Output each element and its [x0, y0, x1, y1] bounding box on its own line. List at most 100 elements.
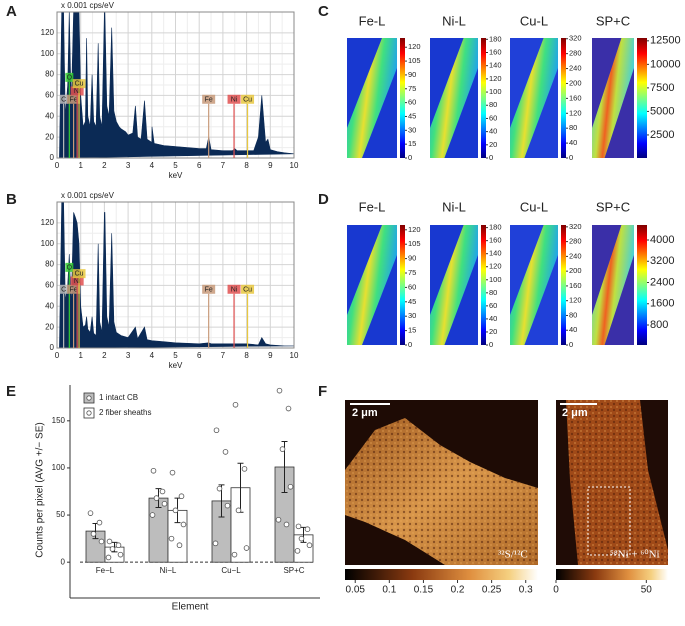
element-label: O — [67, 74, 73, 81]
x-tick-label: Fe−L — [96, 566, 115, 575]
colorbar-label: 30 — [408, 125, 416, 134]
colorbar — [637, 38, 647, 158]
y-tick-label: 50 — [56, 510, 65, 519]
element-label: Cu — [75, 81, 84, 88]
colorbar-label: 1600 — [650, 298, 674, 310]
x-tick-label: 7 — [221, 161, 226, 170]
y-tick-label: 60 — [45, 91, 54, 100]
colorbar-label: 80 — [489, 100, 497, 109]
colorbar-label: 12500 — [650, 35, 681, 47]
x-tick-label: 10 — [290, 351, 299, 360]
plot-frame — [56, 201, 295, 349]
data-point — [161, 500, 168, 507]
element-label: O — [67, 264, 73, 271]
x-tick-label: 2 — [102, 161, 107, 170]
colorbar-label: 40 — [569, 325, 577, 334]
legend-label: 2 fiber sheaths — [99, 408, 151, 417]
data-point — [169, 469, 176, 476]
x-tick-label: SP+C — [283, 566, 304, 575]
cell-texture — [566, 400, 668, 565]
colorbar — [556, 569, 668, 580]
x-tick-label: Ni−L — [160, 566, 177, 575]
colorbar-label: 80 — [489, 288, 497, 297]
x-tick-label: 0 — [55, 161, 60, 170]
x-tick-label: 0 — [55, 351, 60, 360]
y-tick-label: 120 — [41, 28, 55, 37]
colorbar-label: 0 — [569, 340, 573, 349]
panel-label: E — [6, 383, 16, 400]
data-point — [243, 545, 250, 551]
element-box — [67, 94, 81, 104]
element-label: Cu — [243, 286, 252, 293]
map-band — [592, 225, 634, 345]
colorbar-label: 0.2 — [451, 585, 465, 596]
colorbar-label: 240 — [569, 251, 582, 260]
data-point — [115, 542, 122, 549]
colorbar-label: 180 — [489, 34, 502, 43]
colorbar-label: 2400 — [650, 276, 674, 288]
y-tick-label: 120 — [41, 218, 55, 227]
colorbar-label: 0.1 — [382, 585, 396, 596]
colorbar-label: 80 — [569, 310, 577, 319]
map-band — [510, 225, 558, 345]
colorbar-label: 0 — [489, 153, 493, 162]
colorbar-label: 60 — [489, 301, 497, 310]
colorbar-label: 800 — [650, 319, 668, 331]
element-box — [202, 284, 216, 294]
element-label: Fe — [70, 96, 78, 103]
data-point — [287, 483, 294, 490]
colorbar-label: 45 — [408, 111, 416, 120]
data-point — [172, 507, 179, 514]
data-point — [224, 502, 231, 509]
data-point — [235, 507, 242, 514]
element-box — [202, 94, 216, 104]
colorbar — [561, 225, 566, 345]
panel-label: B — [6, 191, 17, 208]
data-point — [279, 446, 286, 452]
data-point — [304, 526, 311, 532]
data-point — [295, 523, 302, 530]
colorbar-label: 0 — [569, 153, 573, 162]
data-point — [213, 427, 220, 434]
map-band — [347, 38, 397, 158]
y-tick-label: 20 — [45, 132, 54, 141]
colorbar-label: 0 — [408, 340, 412, 349]
colorbar — [481, 38, 486, 158]
map-title: Ni-L — [442, 13, 466, 28]
y-tick-label: 80 — [45, 260, 54, 269]
scale-bar-label: 2 μm — [562, 407, 588, 419]
data-point — [105, 554, 112, 561]
colorbar-label: 140 — [489, 249, 502, 258]
cell-texture — [345, 418, 538, 565]
colorbar-label: 120 — [569, 296, 582, 305]
element-label: Ni — [231, 96, 238, 103]
colorbar-label: 4000 — [650, 234, 674, 246]
colorbar-label: 20 — [489, 327, 497, 336]
map-band — [347, 225, 397, 345]
map-band — [430, 225, 478, 345]
element-box — [241, 284, 255, 294]
data-point — [212, 540, 219, 547]
element-label: Cu — [243, 96, 252, 103]
map-title: Cu-L — [520, 13, 548, 28]
y-tick-label: 100 — [52, 463, 66, 472]
colorbar-label: 240 — [569, 64, 582, 73]
x-tick-label: 6 — [197, 351, 202, 360]
x-tick-label: Cu−L — [221, 566, 241, 575]
data-point — [159, 488, 166, 495]
data-point — [306, 542, 313, 549]
x-tick-label: 3 — [126, 161, 131, 170]
spectrum — [59, 202, 294, 348]
colorbar — [637, 225, 647, 345]
colorbar-label: 160 — [489, 236, 502, 245]
element-box — [59, 284, 68, 294]
data-point — [90, 531, 97, 537]
data-point — [106, 538, 113, 545]
colorbar-label: 90 — [408, 70, 416, 79]
map-title: Fe-L — [359, 13, 386, 28]
colorbar-label: 180 — [489, 223, 502, 232]
y-tick-label: 0 — [50, 153, 55, 162]
data-point — [294, 548, 301, 554]
colorbar-label: 30 — [408, 311, 416, 320]
legend-marker — [86, 410, 92, 416]
